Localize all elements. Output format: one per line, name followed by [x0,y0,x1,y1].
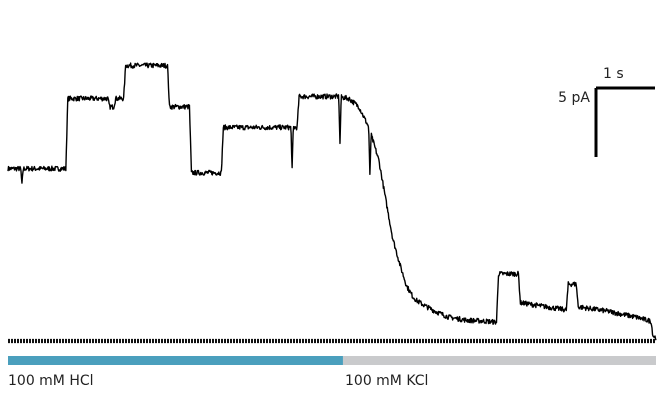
scale-bar: 1 s 5 pA [558,66,655,157]
trace-layer [7,62,657,341]
time-scale-label: 1 s [603,66,624,82]
kcl-condition-label: 100 mM KCl [345,373,429,389]
kcl-condition-bar [342,356,656,365]
current-scale-label: 5 pA [558,90,590,106]
hcl-condition-label: 100 mM HCl [8,373,94,389]
current-trace-series-0 [7,62,657,341]
hcl-condition-bar [8,356,343,365]
